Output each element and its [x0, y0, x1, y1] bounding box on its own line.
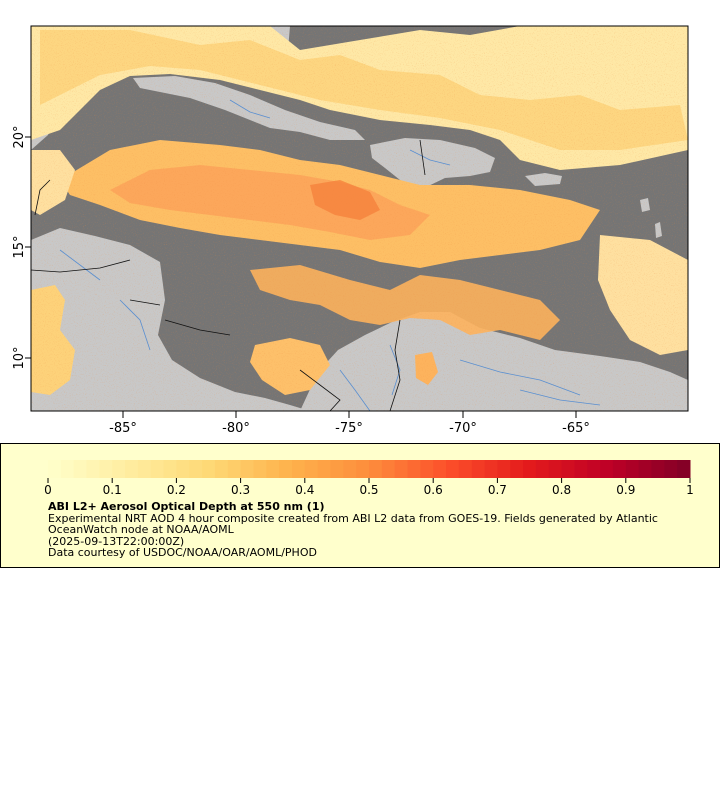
map-panel: -85° -80° -75° -70° -65° 20° 15° 10° [12, 25, 689, 436]
y-axis-ticks [25, 136, 31, 359]
colorbar-swatch [471, 460, 486, 478]
country-borders [31, 139, 426, 411]
colorbar-swatch [279, 460, 293, 478]
colorbar-swatch [137, 460, 152, 478]
colorbar-tick-label: 0.6 [424, 483, 443, 497]
colorbar-swatch [48, 460, 62, 478]
x-tick-label: -75° [335, 421, 363, 436]
colorbar-swatch [458, 460, 473, 478]
colorbar-swatches [48, 460, 691, 478]
legend-title: ABI L2+ Aerosol Optical Depth at 550 nm … [48, 500, 325, 513]
colorbar-swatch [304, 460, 319, 478]
colorbar-swatch [510, 460, 524, 478]
colorbar-swatch [548, 460, 563, 478]
x-tick-label: -80° [222, 421, 250, 436]
colorbar-ticks: 0 0.1 0.2 0.3 0.4 0.5 0.6 0.7 0.8 0.9 1 [44, 478, 694, 497]
colorbar-swatch [446, 460, 460, 478]
aod-speckle-texture [31, 26, 688, 411]
colorbar-swatch [356, 460, 370, 478]
colorbar-swatch [497, 460, 511, 478]
colorbar-swatch [202, 460, 216, 478]
colorbar-swatch [227, 460, 242, 478]
colorbar-swatch [73, 460, 88, 478]
x-tick-label: -70° [449, 421, 477, 436]
x-tick-label: -65° [562, 421, 590, 436]
y-tick-label: 10° [12, 346, 27, 369]
colorbar-swatch [484, 460, 498, 478]
colorbar-swatch [214, 460, 229, 478]
colorbar-swatch [574, 460, 588, 478]
colorbar-swatch [535, 460, 550, 478]
colorbar-swatch [163, 460, 177, 478]
colorbar-swatch [369, 460, 383, 478]
colorbar-tick-label: 0.7 [488, 483, 507, 497]
colorbar-swatch [677, 460, 691, 478]
map-frame [30, 25, 689, 412]
colorbar-swatch [394, 460, 409, 478]
colorbar-swatch [266, 460, 280, 478]
colorbar-swatch [664, 460, 678, 478]
x-axis-ticks [122, 411, 577, 418]
colorbar-swatch [291, 460, 306, 478]
legend-text: ABI L2+ Aerosol Optical Depth at 550 nm … [48, 501, 688, 559]
colorbar-swatch [330, 460, 344, 478]
colorbar-swatch [407, 460, 421, 478]
colorbar-tick-label: 0.4 [295, 483, 314, 497]
legend-credit: Data courtesy of USDOC/NOAA/OAR/AOML/PHO… [48, 546, 317, 559]
y-tick-label: 20° [12, 125, 27, 148]
colorbar-swatch [638, 460, 652, 478]
colorbar: 0 0.1 0.2 0.3 0.4 0.5 0.6 0.7 0.8 0.9 1 [44, 460, 694, 497]
colorbar-swatch [60, 460, 75, 478]
colorbar-swatch [600, 460, 614, 478]
colorbar-swatch [433, 460, 447, 478]
colorbar-swatch [125, 460, 139, 478]
y-tick-label: 15° [12, 235, 27, 258]
colorbar-swatch [99, 460, 113, 478]
rivers [59, 99, 601, 411]
colorbar-swatch [240, 460, 254, 478]
colorbar-swatch [625, 460, 640, 478]
colorbar-swatch [523, 460, 537, 478]
colorbar-swatch [420, 460, 434, 478]
colorbar-swatch [86, 460, 100, 478]
colorbar-swatch [112, 460, 126, 478]
colorbar-swatch [587, 460, 601, 478]
aod-field [31, 26, 688, 411]
colorbar-swatch [612, 460, 627, 478]
colorbar-swatch [317, 460, 331, 478]
colorbar-swatch [189, 460, 203, 478]
colorbar-tick-label: 0.3 [231, 483, 250, 497]
colorbar-swatch [253, 460, 267, 478]
colorbar-swatch [651, 460, 665, 478]
colorbar-tick-label: 0.8 [552, 483, 571, 497]
legend-timestamp: (2025-09-13T22:00:00Z) [48, 534, 185, 548]
x-tick-label: -85° [109, 421, 137, 436]
aod-map: -85° -80° -75° -70° -65° 20° 15° 10° [12, 25, 689, 436]
colorbar-tick-label: 0.9 [616, 483, 635, 497]
colorbar-swatch [561, 460, 575, 478]
colorbar-tick-label: 1 [686, 483, 694, 497]
legend-panel: 0 0.1 0.2 0.3 0.4 0.5 0.6 0.7 0.8 0.9 1 ABI L2+ Ae… [0, 443, 720, 568]
colorbar-tick-label: 0 [44, 483, 52, 497]
colorbar-swatch [176, 460, 190, 478]
colorbar-swatch [150, 460, 165, 478]
colorbar-swatch [343, 460, 357, 478]
colorbar-tick-label: 0.5 [359, 483, 378, 497]
colorbar-tick-label: 0.2 [167, 483, 186, 497]
colorbar-tick-label: 0.1 [103, 483, 122, 497]
colorbar-swatch [381, 460, 396, 478]
legend-description: Experimental NRT AOD 4 hour composite cr… [48, 511, 658, 536]
